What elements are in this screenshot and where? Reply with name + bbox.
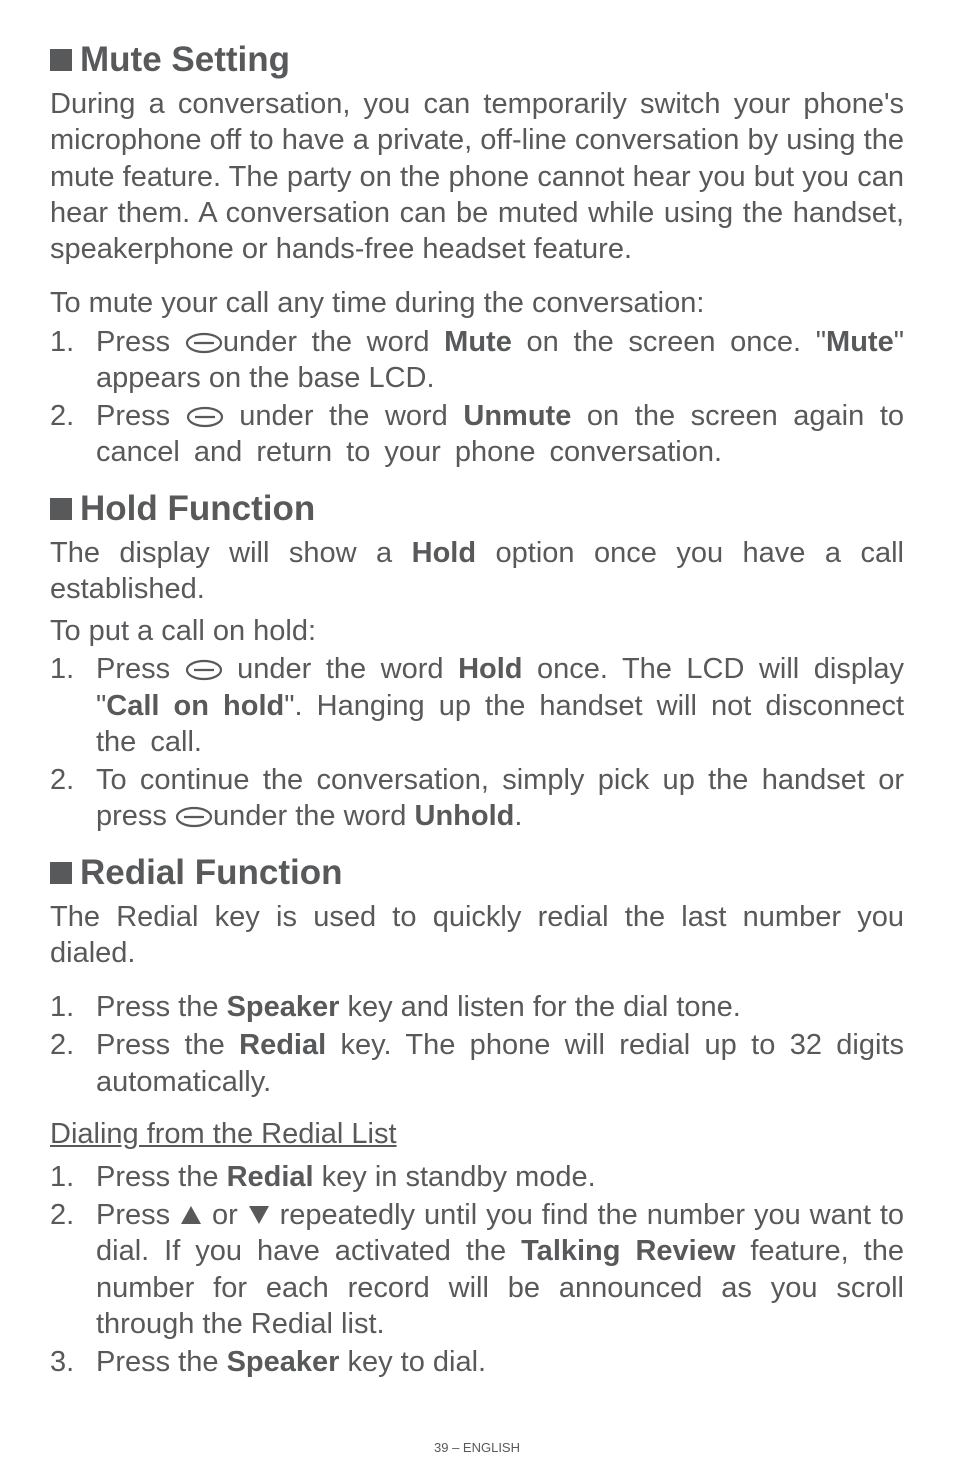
redial-step-2: 2. Press the Redial key. The phone will … — [50, 1027, 904, 1100]
step-num: 1. — [50, 324, 96, 397]
step-num: 1. — [50, 1159, 96, 1195]
heading-title: Hold Function — [80, 489, 315, 529]
step-num: 2. — [50, 1027, 96, 1100]
section-mute: Mute Setting During a conversation, you … — [50, 40, 904, 471]
step-num: 2. — [50, 398, 96, 471]
redial-step-1: 1. Press the Speaker key and listen for … — [50, 989, 904, 1025]
hold-intro: The display will show a Hold option once… — [50, 535, 904, 608]
step-body: Press under the word Mute on the screen … — [96, 324, 904, 397]
heading-title: Mute Setting — [80, 40, 290, 80]
step-num: 2. — [50, 1197, 96, 1342]
softkey-icon — [175, 806, 213, 828]
mute-step-1: 1. Press under the word Mute on the scre… — [50, 324, 904, 397]
hold-steps: 1. Press under the word Hold once. The L… — [50, 651, 904, 834]
hold-step-1: 1. Press under the word Hold once. The L… — [50, 651, 904, 760]
heading-mute: Mute Setting — [50, 40, 904, 80]
softkey-icon — [185, 659, 223, 681]
hold-step-2: 2. To continue the conversation, simply … — [50, 762, 904, 835]
down-arrow-icon — [247, 1204, 271, 1226]
softkey-icon — [185, 332, 223, 354]
redial-list-step-3: 3. Press the Speaker key to dial. — [50, 1344, 904, 1380]
heading-hold: Hold Function — [50, 489, 904, 529]
redial-list-step-1: 1. Press the Redial key in standby mode. — [50, 1159, 904, 1195]
step-num: 1. — [50, 989, 96, 1025]
step-body: To continue the conversation, simply pic… — [96, 762, 904, 835]
step-body: Press or repeatedly until you find the n… — [96, 1197, 904, 1342]
bullet-square — [50, 49, 72, 71]
redial-intro: The Redial key is used to quickly redial… — [50, 899, 904, 972]
page-footer: 39 – ENGLISH — [0, 1440, 954, 1455]
bullet-square — [50, 862, 72, 884]
redial-steps-b: 1. Press the Redial key in standby mode.… — [50, 1159, 904, 1381]
step-num: 3. — [50, 1344, 96, 1380]
step-body: Press under the word Unmute on the scree… — [96, 398, 904, 471]
step-num: 1. — [50, 651, 96, 760]
step-body: Press the Redial key in standby mode. — [96, 1159, 904, 1195]
softkey-icon — [186, 406, 224, 428]
mute-intro: During a conversation, you can temporari… — [50, 86, 904, 267]
step-body: Press the Redial key. The phone will red… — [96, 1027, 904, 1100]
redial-subhead: Dialing from the Redial List — [50, 1118, 904, 1151]
up-arrow-icon — [179, 1204, 203, 1226]
step-body: Press the Speaker key to dial. — [96, 1344, 904, 1380]
bullet-square — [50, 498, 72, 520]
section-redial: Redial Function The Redial key is used t… — [50, 853, 904, 1381]
step-body: Press under the word Hold once. The LCD … — [96, 651, 904, 760]
step-num: 2. — [50, 762, 96, 835]
redial-steps-a: 1. Press the Speaker key and listen for … — [50, 989, 904, 1100]
hold-lead: To put a call on hold: — [50, 613, 904, 649]
mute-steps: 1. Press under the word Mute on the scre… — [50, 324, 904, 471]
heading-redial: Redial Function — [50, 853, 904, 893]
section-hold: Hold Function The display will show a Ho… — [50, 489, 904, 835]
step-body: Press the Speaker key and listen for the… — [96, 989, 904, 1025]
mute-lead: To mute your call any time during the co… — [50, 285, 904, 321]
redial-list-step-2: 2. Press or repeatedly until you find th… — [50, 1197, 904, 1342]
mute-step-2: 2. Press under the word Unmute on the sc… — [50, 398, 904, 471]
heading-title: Redial Function — [80, 853, 343, 893]
